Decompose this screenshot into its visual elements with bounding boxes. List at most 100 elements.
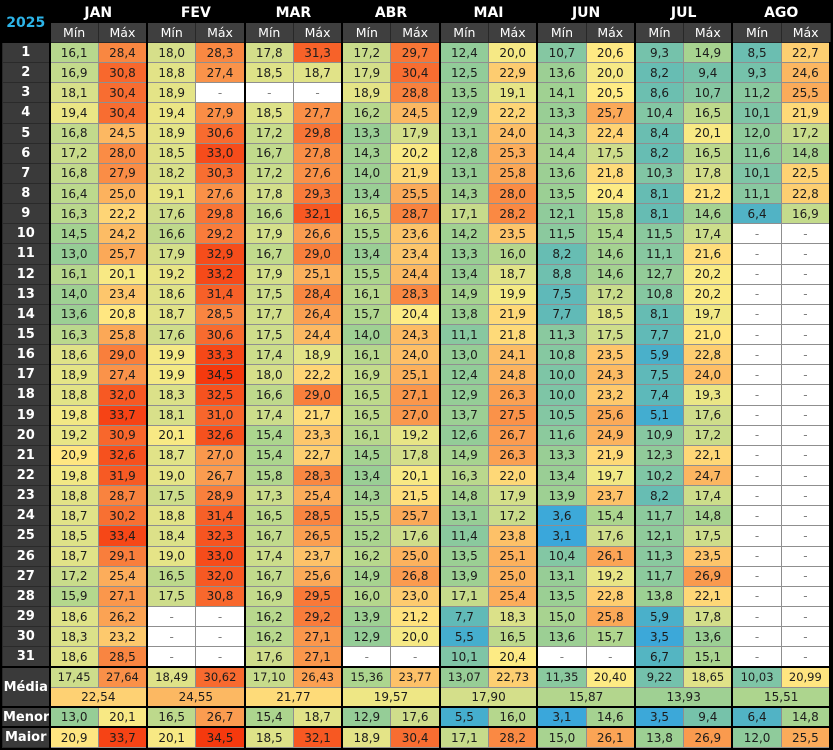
cell-day10-jan-max[interactable]: 24,2 (97, 223, 148, 245)
cell-day12-abr-max[interactable]: 24,4 (390, 263, 441, 285)
cell-day9-ago-min[interactable]: 6,4 (731, 203, 782, 225)
media-month-ago[interactable]: 15,51 (731, 686, 831, 708)
day-label-19[interactable]: 19 (2, 404, 51, 426)
cell-day18-ago-max[interactable]: - (780, 384, 831, 406)
cell-day31-jun-max[interactable]: - (585, 646, 636, 668)
subheader-fev-max[interactable]: Máx (195, 22, 246, 43)
cell-day28-ago-min[interactable]: - (731, 585, 782, 607)
cell-day3-jan-min[interactable]: 18,1 (48, 82, 99, 104)
cell-day26-fev-min[interactable]: 19,0 (146, 545, 197, 567)
cell-day24-jun-min[interactable]: 3,6 (536, 505, 587, 527)
cell-day22-mar-max[interactable]: 28,3 (292, 464, 343, 487)
cell-day22-fev-min[interactable]: 19,0 (146, 464, 197, 487)
cell-day27-jul-min[interactable]: 11,7 (633, 565, 685, 587)
cell-day17-fev-max[interactable]: 34,5 (195, 364, 246, 386)
cell-day17-jul-max[interactable]: 24,0 (683, 364, 733, 386)
cell-day24-abr-min[interactable]: 15,5 (341, 505, 392, 527)
maior-mar-min[interactable]: 18,5 (243, 726, 294, 749)
cell-day30-jul-max[interactable]: 13,6 (683, 626, 733, 648)
cell-day21-ago-min[interactable]: - (731, 444, 782, 466)
month-header-jun[interactable]: JUN (536, 2, 636, 23)
cell-day7-mar-min[interactable]: 17,2 (243, 162, 294, 184)
cell-day16-abr-min[interactable]: 16,1 (341, 344, 392, 366)
cell-day18-mai-max[interactable]: 26,3 (488, 384, 538, 406)
cell-day27-mai-min[interactable]: 13,9 (438, 565, 490, 587)
cell-day30-jan-min[interactable]: 18,3 (48, 626, 99, 648)
maior-label[interactable]: Maior (2, 726, 51, 749)
cell-day6-fev-min[interactable]: 18,5 (146, 142, 197, 164)
media-label[interactable]: Média (2, 665, 51, 708)
cell-day15-jan-max[interactable]: 25,8 (97, 323, 148, 346)
cell-day2-jul-min[interactable]: 8,2 (633, 62, 685, 84)
day-label-5[interactable]: 5 (2, 122, 51, 144)
cell-day21-fev-max[interactable]: 27,0 (195, 444, 246, 466)
cell-day2-ago-max[interactable]: 24,6 (780, 62, 831, 84)
cell-day6-jul-max[interactable]: 16,5 (683, 142, 733, 164)
cell-day8-jul-min[interactable]: 8,1 (633, 182, 685, 205)
subheader-abr-max[interactable]: Máx (390, 22, 441, 43)
cell-day16-abr-max[interactable]: 24,0 (390, 344, 441, 366)
cell-day23-jan-max[interactable]: 28,7 (97, 485, 148, 507)
cell-day25-ago-min[interactable]: - (731, 525, 782, 547)
cell-day27-jan-min[interactable]: 17,2 (48, 565, 99, 587)
cell-day17-abr-min[interactable]: 16,9 (341, 364, 392, 386)
cell-day19-mar-max[interactable]: 21,7 (292, 404, 343, 426)
cell-day20-jun-max[interactable]: 24,9 (585, 424, 636, 446)
cell-day8-abr-min[interactable]: 13,4 (341, 182, 392, 205)
day-label-1[interactable]: 1 (2, 41, 51, 64)
cell-day7-mai-max[interactable]: 25,8 (488, 162, 538, 184)
cell-day28-abr-min[interactable]: 16,0 (341, 585, 392, 607)
cell-day6-jan-min[interactable]: 17,2 (48, 142, 99, 164)
cell-day21-jan-max[interactable]: 32,6 (97, 444, 148, 466)
cell-day3-ago-max[interactable]: 25,5 (780, 82, 831, 104)
cell-day1-fev-min[interactable]: 18,0 (146, 41, 197, 64)
cell-day8-mai-max[interactable]: 28,0 (488, 182, 538, 205)
cell-day4-jan-max[interactable]: 30,4 (97, 102, 148, 124)
media-mai-max[interactable]: 22,73 (488, 665, 538, 688)
media-jan-min[interactable]: 17,45 (48, 665, 99, 688)
media-month-jan[interactable]: 22,54 (48, 686, 148, 708)
cell-day20-abr-min[interactable]: 16,1 (341, 424, 392, 446)
cell-day20-jul-min[interactable]: 10,9 (633, 424, 685, 446)
media-jul-min[interactable]: 9,22 (633, 665, 685, 688)
cell-day5-mar-min[interactable]: 17,2 (243, 122, 294, 144)
cell-day26-mar-max[interactable]: 23,7 (292, 545, 343, 567)
cell-day9-mai-min[interactable]: 17,1 (438, 203, 490, 225)
cell-day24-jan-max[interactable]: 30,2 (97, 505, 148, 527)
cell-day26-ago-max[interactable]: - (780, 545, 831, 567)
cell-day30-jan-max[interactable]: 23,2 (97, 626, 148, 648)
cell-day26-jul-min[interactable]: 11,3 (633, 545, 685, 567)
cell-day5-abr-min[interactable]: 13,3 (341, 122, 392, 144)
cell-day1-ago-min[interactable]: 8,5 (731, 41, 782, 64)
menor-fev-min[interactable]: 16,5 (146, 706, 197, 728)
cell-day14-jun-min[interactable]: 7,7 (536, 303, 587, 325)
cell-day1-abr-min[interactable]: 17,2 (341, 41, 392, 64)
cell-day2-fev-max[interactable]: 27,4 (195, 62, 246, 84)
cell-day25-jun-max[interactable]: 17,6 (585, 525, 636, 547)
cell-day15-jul-min[interactable]: 7,7 (633, 323, 685, 346)
cell-day13-mar-max[interactable]: 28,4 (292, 283, 343, 305)
cell-day3-jul-min[interactable]: 8,6 (633, 82, 685, 104)
cell-day11-ago-max[interactable]: - (780, 243, 831, 265)
cell-day17-jan-min[interactable]: 18,9 (48, 364, 99, 386)
cell-day10-jul-min[interactable]: 11,5 (633, 223, 685, 245)
cell-day23-fev-min[interactable]: 17,5 (146, 485, 197, 507)
cell-day12-jul-max[interactable]: 20,2 (683, 263, 733, 285)
cell-day1-jul-max[interactable]: 14,9 (683, 41, 733, 64)
cell-day19-mai-max[interactable]: 27,5 (488, 404, 538, 426)
cell-day5-ago-min[interactable]: 12,0 (731, 122, 782, 144)
cell-day9-mai-max[interactable]: 28,2 (488, 203, 538, 225)
media-jul-max[interactable]: 18,65 (683, 665, 733, 688)
cell-day29-mai-min[interactable]: 7,7 (438, 605, 490, 628)
media-ago-max[interactable]: 20,99 (780, 665, 831, 688)
cell-day3-jan-max[interactable]: 30,4 (97, 82, 148, 104)
cell-day30-mai-min[interactable]: 5,5 (438, 626, 490, 648)
cell-day6-ago-min[interactable]: 11,6 (731, 142, 782, 164)
maior-ago-min[interactable]: 12,0 (731, 726, 782, 749)
cell-day15-ago-max[interactable]: - (780, 323, 831, 346)
day-label-4[interactable]: 4 (2, 102, 51, 124)
cell-day19-jan-max[interactable]: 33,7 (97, 404, 148, 426)
cell-day20-abr-max[interactable]: 19,2 (390, 424, 441, 446)
day-label-3[interactable]: 3 (2, 82, 51, 104)
cell-day7-jul-min[interactable]: 10,3 (633, 162, 685, 184)
